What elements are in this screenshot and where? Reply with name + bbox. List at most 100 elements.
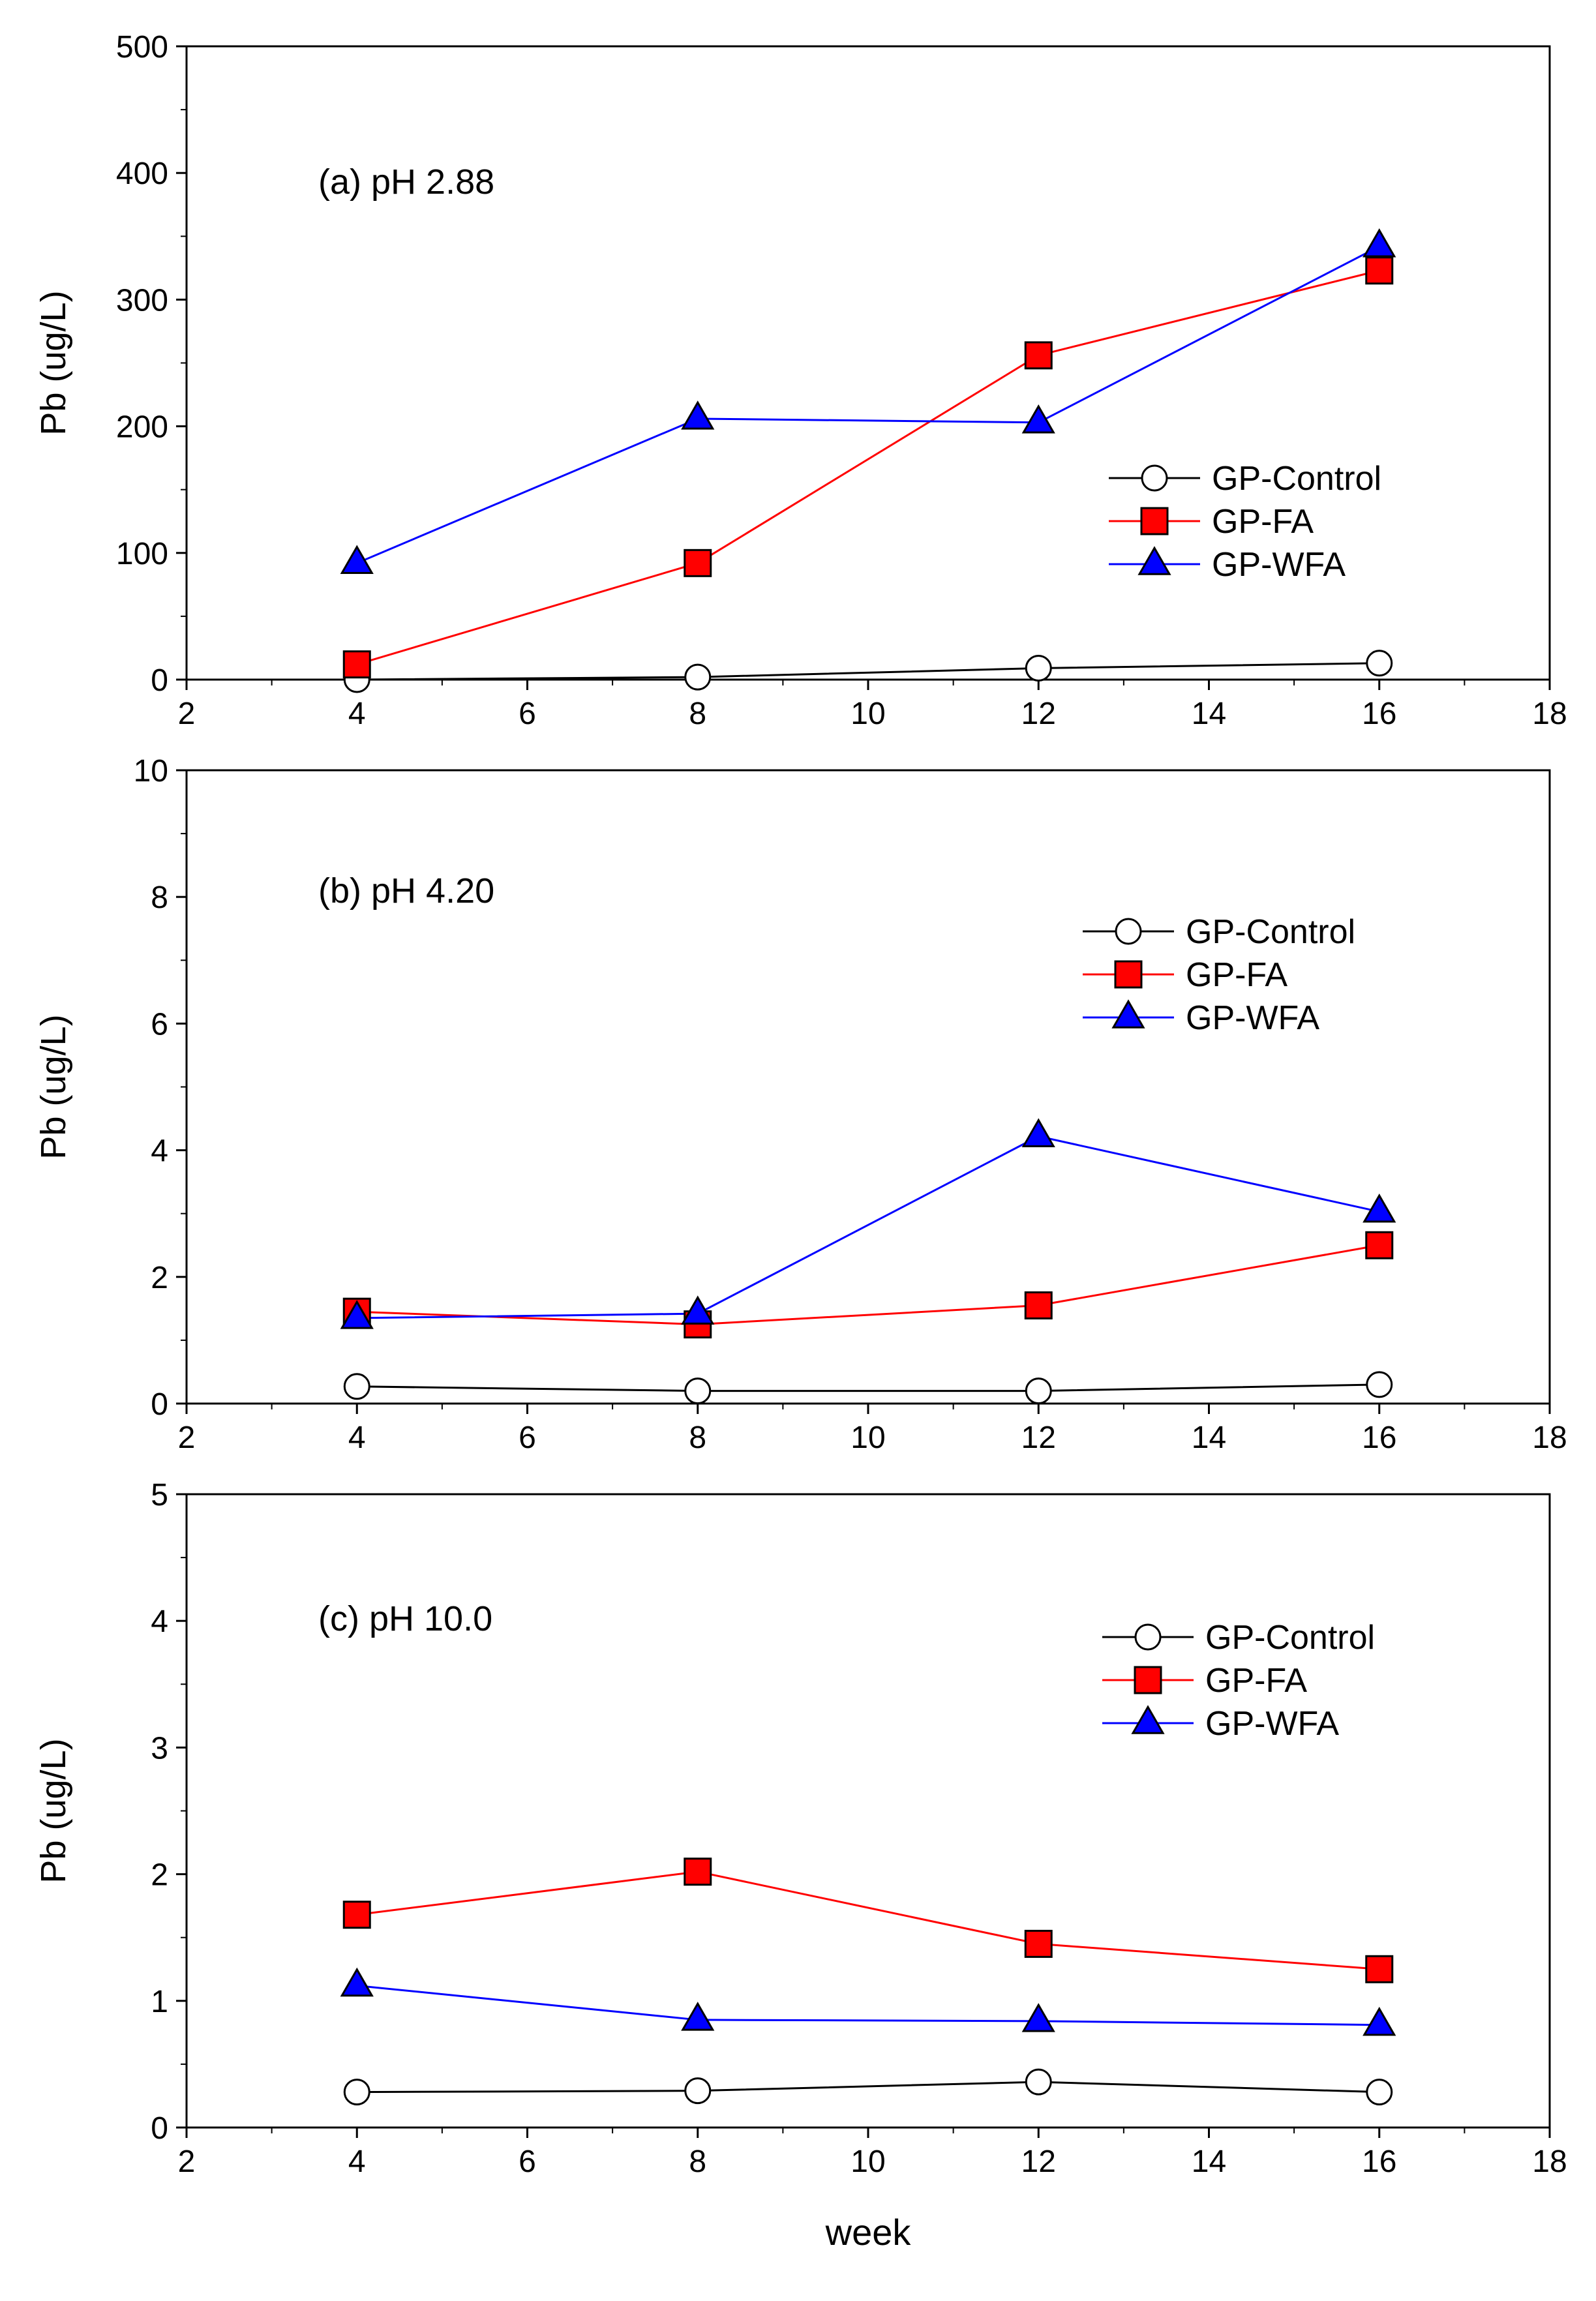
y-tick-label: 6 bbox=[151, 1007, 168, 1042]
x-tick-label: 18 bbox=[1532, 2144, 1567, 2179]
plot-frame bbox=[185, 769, 1551, 1405]
data-point-gp-control bbox=[1025, 655, 1052, 682]
x-tick-label: 16 bbox=[1362, 697, 1396, 731]
x-tick-label: 12 bbox=[1021, 2144, 1056, 2179]
legend-marker-gp-fa bbox=[1140, 507, 1169, 535]
x-tick-label: 4 bbox=[348, 697, 366, 731]
data-point-gp-control bbox=[684, 1377, 712, 1405]
x-axis-label: week bbox=[825, 2212, 912, 2253]
y-tick-label: 4 bbox=[151, 1134, 168, 1169]
data-point-gp-wfa bbox=[1363, 228, 1396, 258]
data-point-gp-control bbox=[1366, 2079, 1393, 2106]
legend-label: GP-Control bbox=[1212, 460, 1381, 498]
data-point-gp-wfa bbox=[1021, 404, 1055, 434]
data-point-gp-wfa bbox=[340, 545, 374, 575]
data-point-gp-fa bbox=[1024, 1929, 1053, 1958]
legend-marker-gp-wfa bbox=[1111, 999, 1145, 1029]
x-tick-label: 10 bbox=[851, 1421, 885, 1455]
data-point-gp-control bbox=[343, 1373, 370, 1400]
legend-marker-gp-wfa bbox=[1137, 546, 1171, 575]
y-axis-label: Pb (ug/L) bbox=[34, 290, 73, 435]
y-tick-label: 4 bbox=[151, 1604, 168, 1639]
legend-marker-gp-fa bbox=[1134, 1666, 1162, 1694]
data-point-gp-wfa bbox=[681, 2002, 715, 2031]
data-point-gp-fa bbox=[1365, 1231, 1394, 1259]
plot-frame bbox=[185, 1493, 1551, 2129]
y-axis-label: Pb (ug/L) bbox=[34, 1738, 73, 1883]
data-point-gp-wfa bbox=[681, 1295, 715, 1325]
x-tick-label: 6 bbox=[519, 697, 536, 731]
data-point-gp-wfa bbox=[1363, 1193, 1396, 1223]
series-line-gp-wfa bbox=[357, 1985, 1379, 2026]
data-point-gp-control bbox=[1025, 1377, 1052, 1405]
data-point-gp-control bbox=[1366, 1371, 1393, 1398]
y-tick-label: 2 bbox=[151, 1858, 168, 1893]
plot-frame bbox=[185, 45, 1551, 681]
x-tick-label: 2 bbox=[178, 1421, 196, 1455]
y-tick-label: 100 bbox=[116, 537, 168, 571]
y-tick-label: 0 bbox=[151, 1387, 168, 1422]
series-line-gp-fa bbox=[357, 1871, 1379, 1970]
x-tick-label: 14 bbox=[1192, 697, 1226, 731]
y-tick-label: 5 bbox=[151, 1478, 168, 1512]
x-tick-label: 14 bbox=[1192, 1421, 1226, 1455]
x-tick-label: 2 bbox=[178, 697, 196, 731]
legend-label: GP-FA bbox=[1205, 1662, 1307, 1700]
x-tick-label: 4 bbox=[348, 2144, 366, 2179]
data-point-gp-wfa bbox=[340, 1967, 374, 1997]
series-line-gp-control bbox=[357, 1383, 1379, 1392]
x-tick-label: 8 bbox=[689, 697, 706, 731]
data-point-gp-fa bbox=[1024, 1291, 1053, 1319]
series-line-gp-fa bbox=[356, 269, 1380, 666]
legend-label: GP-FA bbox=[1212, 503, 1314, 541]
y-tick-label: 400 bbox=[116, 157, 168, 191]
legend-label: GP-WFA bbox=[1212, 546, 1346, 584]
data-point-gp-wfa bbox=[1363, 2006, 1396, 2036]
data-point-gp-fa bbox=[342, 650, 371, 679]
data-point-gp-control bbox=[1025, 2068, 1052, 2096]
legend-label: GP-WFA bbox=[1186, 999, 1319, 1037]
panel-annotation: (b) pH 4.20 bbox=[318, 871, 494, 910]
x-tick-label: 16 bbox=[1362, 2144, 1396, 2179]
y-tick-label: 200 bbox=[116, 410, 168, 445]
y-tick-label: 8 bbox=[151, 880, 168, 915]
data-point-gp-control bbox=[684, 663, 712, 691]
y-tick-label: 0 bbox=[151, 663, 168, 698]
legend: GP-Control GP-FA GP-WFA bbox=[1083, 913, 1355, 1037]
x-tick-label: 12 bbox=[1021, 1421, 1056, 1455]
data-point-gp-fa bbox=[1024, 341, 1053, 370]
panel-annotation: (a) pH 2.88 bbox=[318, 162, 494, 202]
x-tick-label: 2 bbox=[178, 2144, 196, 2179]
x-tick-label: 10 bbox=[851, 2144, 885, 2179]
series-line-gp-wfa bbox=[356, 245, 1380, 564]
x-tick-label: 8 bbox=[689, 2144, 706, 2179]
x-tick-label: 4 bbox=[348, 1421, 366, 1455]
y-tick-label: 300 bbox=[116, 283, 168, 318]
legend: GP-Control GP-FA GP-WFA bbox=[1109, 460, 1381, 584]
series-line-gp-control bbox=[357, 2081, 1379, 2094]
x-tick-label: 18 bbox=[1532, 697, 1567, 731]
legend-label: GP-Control bbox=[1186, 913, 1355, 951]
legend-label: GP-WFA bbox=[1205, 1705, 1339, 1743]
legend-label: GP-Control bbox=[1205, 1619, 1375, 1657]
y-tick-label: 0 bbox=[151, 2111, 168, 2146]
x-tick-label: 14 bbox=[1192, 2144, 1226, 2179]
x-tick-label: 6 bbox=[519, 2144, 536, 2179]
x-tick-label: 10 bbox=[851, 697, 885, 731]
legend-label: GP-FA bbox=[1186, 956, 1287, 994]
data-point-gp-control bbox=[1366, 650, 1393, 677]
panel-annotation: (c) pH 10.0 bbox=[318, 1599, 492, 1638]
x-tick-label: 8 bbox=[689, 1421, 706, 1455]
legend-marker-gp-control bbox=[1141, 464, 1168, 492]
data-point-gp-wfa bbox=[681, 400, 715, 430]
series-line-gp-wfa bbox=[357, 1135, 1380, 1319]
x-tick-label: 12 bbox=[1021, 697, 1056, 731]
legend: GP-Control GP-FA GP-WFA bbox=[1102, 1619, 1375, 1743]
data-point-gp-fa bbox=[684, 1857, 712, 1886]
data-point-gp-wfa bbox=[1021, 1118, 1055, 1147]
y-tick-label: 3 bbox=[151, 1731, 168, 1766]
series-line-gp-fa bbox=[357, 1244, 1380, 1326]
y-tick-label: 1 bbox=[151, 1985, 168, 2019]
